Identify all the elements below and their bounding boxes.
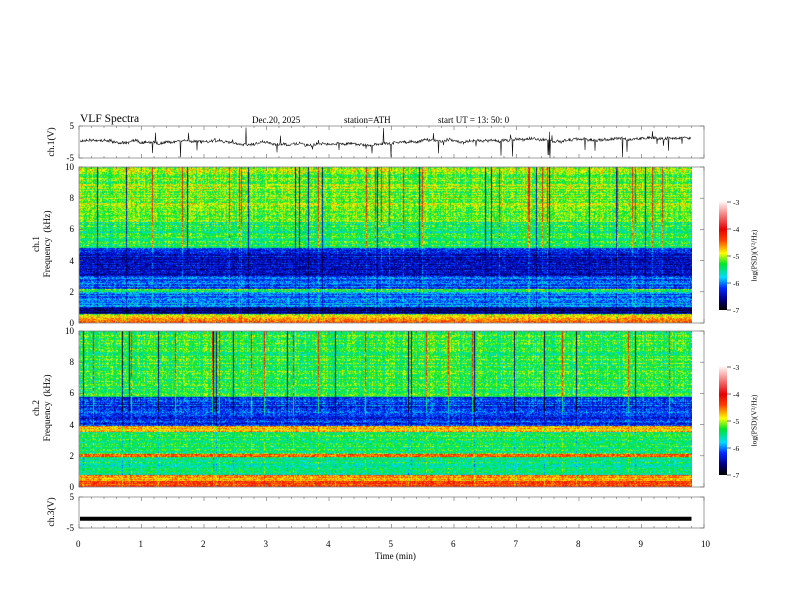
ch1-freq-ylabel: ch.1 Frequency (kHz) (32, 189, 54, 299)
ch1-spectrogram (79, 167, 692, 323)
x-tick-label: 9 (638, 539, 644, 549)
panel-frame (78, 125, 705, 159)
ch1-colorbar-label: log(PSD)(V²/Hz) (749, 229, 759, 282)
y-tick-label: 6 (69, 224, 75, 235)
ch2-colorbar-label: log(PSD)(V²/Hz) (749, 394, 759, 447)
x-tick-label: 4 (326, 539, 331, 549)
y-tick-label: 0 (69, 318, 75, 328)
y-tick-label: 2 (69, 286, 75, 297)
y-tick-label: 2 (69, 450, 75, 461)
x-tick-label: 3 (263, 539, 269, 549)
x-tick-label: 8 (576, 539, 581, 549)
ch2-spectrogram (79, 331, 692, 487)
y-tick-label: 6 (69, 388, 75, 399)
ch1-colorbar (719, 202, 727, 310)
ch2-colorbar (719, 367, 727, 475)
colorbar-tick-label: -5 (733, 251, 740, 261)
y-tick-label: -5 (66, 153, 75, 163)
colorbar-tick-label: -4 (733, 389, 740, 399)
y-tick-label: -5 (66, 523, 75, 533)
y-tick-label: 4 (69, 419, 75, 430)
ch1-freq-ylabel-text: ch.1 Frequency (kHz) (32, 210, 53, 278)
x-tick-label: 7 (513, 539, 519, 549)
colorbar-tick-label: -3 (733, 197, 740, 207)
y-tick-label: 5 (69, 492, 75, 502)
colorbar-tick-label: -7 (733, 305, 740, 315)
ch2-freq-ylabel-text: ch.2 Frequency (kHz) (32, 374, 53, 442)
x-tick-label: 10 (701, 539, 710, 549)
start-time-label: start UT = 13: 50: 0 (438, 115, 510, 125)
y-tick-label: 8 (69, 357, 75, 368)
x-axis-label: Time (min) (375, 551, 416, 561)
ch3-ylabel: ch.3(V) (47, 497, 57, 527)
x-tick-label: 0 (76, 539, 81, 549)
x-tick-label: 1 (138, 539, 144, 549)
panel-frame (78, 330, 705, 488)
ch2-freq-ylabel: ch.2 Frequency (kHz) (32, 353, 54, 463)
x-tick-label: 5 (388, 539, 394, 549)
y-tick-label: 0 (69, 482, 75, 492)
colorbar-tick-label: -6 (733, 443, 740, 453)
ch1-ylabel: ch.1(V) (47, 127, 57, 157)
x-tick-label: 2 (201, 539, 206, 549)
y-tick-label: 10 (65, 326, 74, 336)
y-tick-label: 5 (69, 121, 75, 131)
colorbar-tick-label: -3 (733, 362, 740, 372)
x-tick-label: 6 (451, 539, 456, 549)
figure-title: VLF Spectra (80, 113, 140, 125)
y-tick-label: 4 (69, 255, 75, 266)
date-label: Dec.20, 2025 (252, 115, 301, 125)
station-label: station=ATH (344, 115, 391, 125)
colorbar-tick-label: -6 (733, 278, 740, 288)
y-tick-label: 8 (69, 193, 75, 204)
colorbar-tick-label: -5 (733, 416, 740, 426)
panel-frame (78, 166, 705, 324)
colorbar-tick-label: -7 (733, 470, 740, 480)
panel-frame (78, 496, 705, 529)
ch1-waveform-line (79, 127, 692, 158)
colorbar-tick-label: -4 (733, 224, 740, 234)
y-tick-label: 10 (65, 162, 74, 172)
